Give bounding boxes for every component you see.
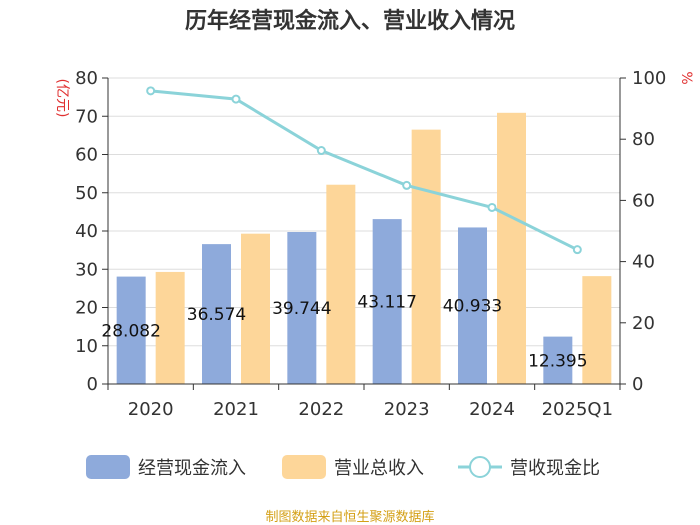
left-tick-label: 40 [75,221,98,242]
x-tick-label: 2024 [469,399,515,420]
data-label-cash-inflow: 43.117 [357,293,416,313]
source-note: 制图数据来自恒生聚源数据库 [265,509,434,525]
right-tick-label: 60 [632,190,655,211]
left-tick-label: 30 [75,259,98,280]
right-tick-label: 0 [632,374,643,395]
bars-group [116,112,612,385]
x-tick-label: 2025Q1 [542,399,613,420]
right-tick-label: 20 [632,313,655,334]
bar-cash-inflow [543,336,573,384]
data-label-cash-inflow: 40.933 [443,297,502,317]
bar-cash-inflow [458,227,487,384]
legend-label-cash-inflow: 经营现金流入 [138,458,246,479]
data-label-cash-inflow: 36.574 [187,305,246,325]
bar-revenue [411,129,441,384]
left-tick-label: 50 [75,183,98,204]
bar-revenue [497,112,526,385]
left-tick-label: 80 [75,68,98,89]
right-axis-unit: % [678,71,694,84]
bar-revenue [582,276,612,384]
left-tick-label: 20 [75,298,98,319]
legend-label-cash-ratio: 营收现金比 [510,458,600,479]
line-point [572,245,582,255]
chart-title: 历年经营现金流入、营业收入情况 [185,8,515,34]
x-tick-label: 2021 [213,399,259,420]
bar-cash-inflow [372,219,402,384]
x-tick-label: 2020 [128,399,174,420]
data-label-cash-inflow: 12.395 [528,351,587,371]
right-tick-label: 80 [632,129,655,150]
bar-cash-inflow [287,231,317,384]
legend-swatch-revenue [282,455,326,479]
bar-cash-inflow [202,244,231,384]
bar-cash-inflow [116,276,146,384]
x-tick-label: 2023 [384,399,430,420]
line-point [316,146,326,156]
line-group [146,86,582,255]
line-point [231,94,241,104]
right-tick-label: 100 [632,68,666,89]
left-tick-label: 10 [75,336,98,357]
data-labels-group: 28.082 36.574 39.744 43.117 40.933 12.395 [101,293,587,372]
bar-revenue [155,271,185,384]
left-tick-label: 60 [75,145,98,166]
legend-swatch-cash-inflow [86,455,130,479]
line-point [402,180,412,190]
line-cash-ratio [150,89,578,252]
legend-marker-cash-ratio [469,456,491,478]
data-label-cash-inflow: 39.744 [272,299,331,319]
left-tick-label: 0 [87,374,98,395]
left-tick-label: 70 [75,106,98,127]
data-label-cash-inflow: 28.082 [101,321,160,341]
left-axis-unit: (亿元) [54,79,70,118]
line-point [487,202,497,212]
right-tick-label: 40 [632,252,655,273]
line-point [146,86,156,96]
legend-label-revenue: 营业总收入 [334,458,424,479]
legend: 经营现金流入 营业总收入 营收现金比 [86,455,600,479]
bar-revenue [326,184,356,384]
axes-group: 0 10 20 30 40 50 60 70 80 0 20 40 60 80 100 2020 2021 202… [75,68,666,420]
grid-lines [108,77,620,347]
x-tick-label: 2022 [298,399,344,420]
bar-revenue [241,233,270,384]
